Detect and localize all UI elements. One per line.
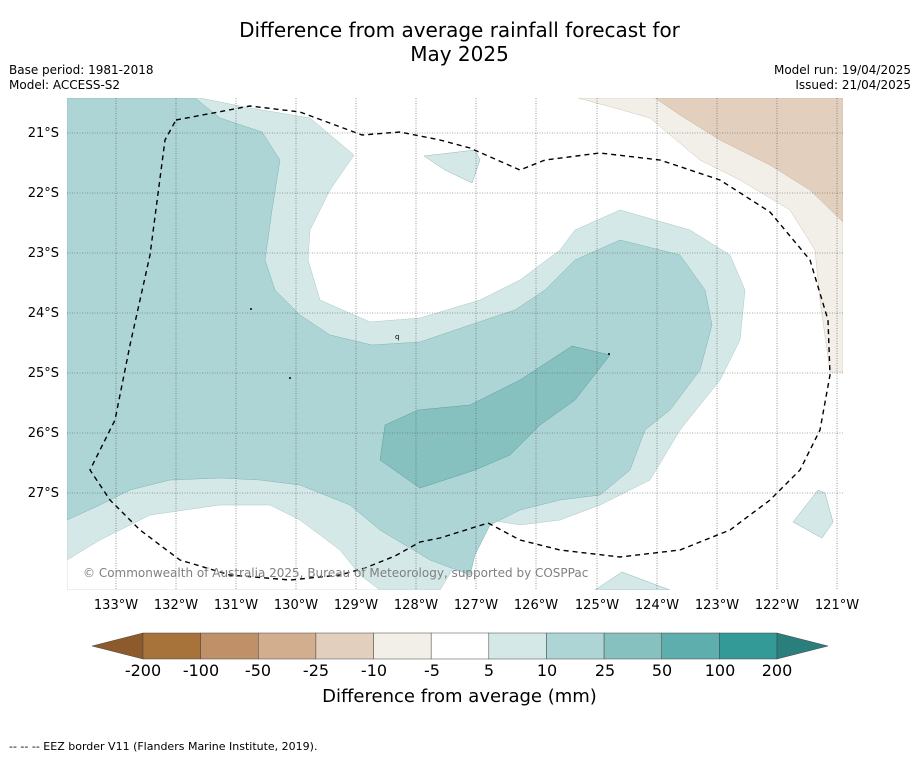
lon-label-128w: 128°W <box>393 598 439 613</box>
colorbar-segment <box>488 632 547 660</box>
lat-label-21s: 21°S <box>27 126 59 141</box>
map-marker-q: q <box>395 333 399 341</box>
colorbar-label: 5 <box>483 661 495 680</box>
colorbar-segments <box>142 632 778 660</box>
colorbar-label: -5 <box>424 661 440 680</box>
colorbar-segment <box>315 632 374 660</box>
map-marker-dot-3 <box>608 353 610 355</box>
map-marker-dot-1 <box>250 308 252 310</box>
lon-label-132w: 132°W <box>153 598 199 613</box>
colorbar-label: 100 <box>704 661 736 680</box>
colorbar-label: 200 <box>761 661 793 680</box>
lon-label-127w: 127°W <box>453 598 499 613</box>
colorbar-label: -10 <box>360 661 388 680</box>
base-period: Base period: 1981-2018 <box>9 63 154 77</box>
anomaly-teal-10-25 <box>67 98 713 576</box>
colorbar-label: -200 <box>124 661 162 680</box>
colorbar-segment <box>546 632 605 660</box>
map-area: q © Commonwealth of Australia 2025, Bure… <box>67 98 843 590</box>
colorbar-segment <box>258 632 317 660</box>
map-title: Difference from average rainfall forecas… <box>0 18 919 66</box>
eez-border <box>89 105 831 581</box>
lon-label-122w: 122°W <box>754 598 800 613</box>
copyright-notice: © Commonwealth of Australia 2025, Bureau… <box>83 566 588 580</box>
colorbar-label: 10 <box>536 661 558 680</box>
lon-label-131w: 131°W <box>213 598 259 613</box>
colorbar-label: -50 <box>244 661 272 680</box>
lon-label-129w: 129°W <box>333 598 379 613</box>
meta-right: Model run: 19/04/2025 Issued: 21/04/2025 <box>774 63 911 93</box>
colorbar-segment <box>661 632 720 660</box>
colorbar-label: -100 <box>182 661 220 680</box>
colorbar-title: Difference from average (mm) <box>322 686 597 707</box>
map-marker-dot-2 <box>289 377 291 379</box>
gridlines <box>67 98 843 590</box>
colorbar-segment <box>719 632 778 660</box>
issued-date: Issued: 21/04/2025 <box>795 78 911 92</box>
title-line-2: May 2025 <box>410 42 509 66</box>
lat-label-22s: 22°S <box>27 186 59 201</box>
title-line-1: Difference from average rainfall forecas… <box>239 18 680 42</box>
lat-label-26s: 26°S <box>27 426 59 441</box>
colorbar-under-arrow <box>91 632 144 660</box>
colorbar-segment <box>142 632 201 660</box>
lon-label-126w: 126°W <box>513 598 559 613</box>
colorbar-segment <box>430 632 490 660</box>
colorbar <box>91 632 829 660</box>
anomaly-white-bottom-left <box>67 504 381 590</box>
colorbar-label: 25 <box>594 661 616 680</box>
lon-label-133w: 133°W <box>93 598 139 613</box>
colorbar-segment <box>603 632 662 660</box>
lat-label-24s: 24°S <box>27 306 59 321</box>
anomaly-brown <box>654 98 843 223</box>
lon-label-125w: 125°W <box>574 598 620 613</box>
lat-label-23s: 23°S <box>27 246 59 261</box>
lon-label-121w: 121°W <box>814 598 860 613</box>
lon-label-124w: 124°W <box>634 598 680 613</box>
model-name: Model: ACCESS-S2 <box>9 78 121 92</box>
anomaly-teal-25-50 <box>379 345 611 489</box>
anomaly-small-bottom <box>594 571 671 590</box>
lat-label-25s: 25°S <box>27 366 59 381</box>
eez-legend-footer: -- -- -- EEZ border V11 (Flanders Marine… <box>9 740 318 753</box>
colorbar-over-arrow <box>776 632 829 660</box>
anomaly-small-right <box>792 489 834 539</box>
colorbar-segment <box>373 632 432 660</box>
lon-label-123w: 123°W <box>694 598 740 613</box>
meta-left: Base period: 1981-2018 Model: ACCESS-S2 <box>9 63 154 93</box>
lat-label-27s: 27°S <box>27 486 59 501</box>
lon-label-130w: 130°W <box>273 598 319 613</box>
colorbar-segment <box>200 632 259 660</box>
model-run: Model run: 19/04/2025 <box>773 63 911 77</box>
colorbar-label: 50 <box>651 661 673 680</box>
colorbar-label: -25 <box>302 661 330 680</box>
